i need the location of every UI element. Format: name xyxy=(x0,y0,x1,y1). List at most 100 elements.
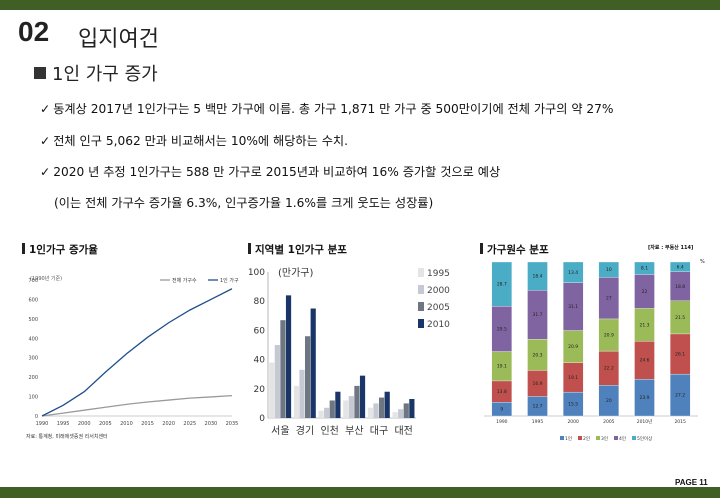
legend-swatch xyxy=(578,436,582,440)
x-tick-label: 2025 xyxy=(183,421,196,427)
panel2-title-text: 지역별 1인가구 분포 xyxy=(255,244,347,256)
data-label: 28.7 xyxy=(497,282,507,288)
y-tick-label: 0 xyxy=(259,414,265,424)
legend-label: 5인이상 xyxy=(637,435,652,442)
bottom-accent-bar xyxy=(0,487,720,498)
y-tick-label: 400 xyxy=(28,336,38,342)
data-label: 27 xyxy=(606,296,612,302)
bullet-item: ✓ 전체 인구 5,062 만과 비교해서는 10%에 해당하는 수치. xyxy=(40,131,348,149)
bar xyxy=(354,385,360,418)
stacked-bar-chart: 9 13.8 19.1 29.5 28.7 1990 12.7 16.9 20.3 31.7 18.… xyxy=(484,261,698,442)
data-label: 20.9 xyxy=(568,344,578,350)
panel1-source: 자료: 통계청, 미래에셋증권 리서치센터 xyxy=(26,434,108,440)
y-tick-label: 700 xyxy=(28,278,38,284)
title-marker-icon xyxy=(480,243,483,254)
stacked-segment xyxy=(491,261,512,307)
legend-swatch xyxy=(418,268,424,277)
stacked-segment xyxy=(527,261,548,291)
series-line xyxy=(41,288,233,417)
panel1-title: 1인가구 증가율 xyxy=(22,242,98,257)
stacked-segment xyxy=(670,261,691,273)
legend-swatch xyxy=(418,319,424,328)
bar xyxy=(280,320,286,418)
panel3-title: 가구원수 분포 xyxy=(480,242,549,257)
panel1-unit: (1990년 기준) xyxy=(30,276,63,282)
data-label: 23.9 xyxy=(639,395,649,401)
category-label: 인천 xyxy=(320,425,338,437)
category-label: 대구 xyxy=(370,425,388,437)
category-label: 대전 xyxy=(394,425,412,437)
y-tick-label: 500 xyxy=(28,317,38,323)
bar-chart: 0 20 40 60 80 100 (만가구) 서울 경기 인천 부산 대구 대전 1995 2000 200… xyxy=(248,267,450,437)
data-label: 20.9 xyxy=(604,333,614,339)
bar xyxy=(373,403,379,418)
y-tick-label: 200 xyxy=(28,375,38,381)
x-tick-label: 2010 xyxy=(120,421,133,427)
check-icon: ✓ xyxy=(40,134,51,148)
data-label: 16.9 xyxy=(532,381,542,387)
legend-swatch xyxy=(596,436,600,440)
data-label: 13.8 xyxy=(497,389,507,395)
bar xyxy=(409,399,415,418)
data-label: 6.4 xyxy=(677,264,684,270)
bar xyxy=(269,362,275,418)
x-tick-label: 2035 xyxy=(226,421,239,427)
data-label: 24.6 xyxy=(639,358,649,364)
panel3-source: [자료 : 부동산 114] xyxy=(648,245,694,251)
data-label: 20 xyxy=(606,398,612,404)
panel2-title: 지역별 1인가구 분포 xyxy=(248,242,347,257)
series-line xyxy=(41,394,233,417)
category-label: 1990 xyxy=(496,419,508,425)
y-axis-label: (만가구) xyxy=(278,267,314,279)
bar xyxy=(274,345,280,418)
bullet-item: ✓ 2020 년 추정 1인가구는 588 만 가구로 2015년과 비교하여 1… xyxy=(40,162,500,180)
bar xyxy=(329,400,335,418)
bar xyxy=(403,403,409,418)
bullet-text: 동계상 2017년 1인가구는 5 백만 가구에 이름. 총 가구 1,871 … xyxy=(53,102,614,116)
data-label: 22.2 xyxy=(604,366,614,372)
growth-note: (이는 전체 가구수 증가율 6.3%, 인구증가율 1.6%를 크게 웃도는 … xyxy=(54,196,434,210)
bar xyxy=(305,336,311,418)
legend-swatch xyxy=(614,436,618,440)
legend-label: 4인 xyxy=(619,435,626,442)
y-tick-label: 20 xyxy=(254,385,266,395)
legend-swatch xyxy=(418,302,424,311)
legend-label: 2000 xyxy=(427,286,450,296)
x-tick-label: 2005 xyxy=(99,421,112,427)
data-label: 15.5 xyxy=(568,402,578,408)
check-icon: ✓ xyxy=(40,102,51,116)
x-tick-label: 1990 xyxy=(36,421,49,427)
legend-swatch xyxy=(632,436,636,440)
category-label: 2005 xyxy=(603,419,615,425)
legend-label: 2005 xyxy=(427,303,450,313)
category-label: 2000 xyxy=(567,419,579,425)
bar xyxy=(299,369,305,418)
x-tick-label: 1995 xyxy=(57,421,70,427)
bar xyxy=(392,412,398,418)
category-label: 부산 xyxy=(345,425,363,437)
page-number: PAGE 11 xyxy=(675,478,708,487)
legend-label: 1인 가구 xyxy=(220,277,239,284)
legend-label: 1995 xyxy=(427,269,450,279)
data-label: 8.1 xyxy=(641,266,648,272)
section-number: 02 xyxy=(18,16,50,47)
data-label: 18.4 xyxy=(532,274,542,280)
data-label: 31.7 xyxy=(532,312,542,318)
bar xyxy=(318,410,324,418)
data-label: 20.3 xyxy=(532,352,542,358)
legend-label: 전체 가구수 xyxy=(172,277,197,284)
panel1-title-text: 1인가구 증가율 xyxy=(29,244,98,256)
category-label: 1995 xyxy=(532,419,544,425)
data-label: 21.3 xyxy=(639,322,649,328)
line-chart: 0 100 200 300 400 500 600 700 1990 1995 2000 2005 20… xyxy=(28,277,239,427)
bar xyxy=(379,397,385,418)
data-label: 26.1 xyxy=(675,352,685,358)
y-tick-label: 100 xyxy=(248,268,265,278)
legend-swatch xyxy=(560,436,564,440)
data-label: 13.4 xyxy=(568,270,578,276)
y-tick-label: 0 xyxy=(35,414,38,420)
x-tick-label: 2020 xyxy=(162,421,175,427)
data-label: 21.5 xyxy=(675,315,685,321)
section-title: 입지여건 xyxy=(78,27,159,52)
title-marker-icon xyxy=(22,243,25,254)
